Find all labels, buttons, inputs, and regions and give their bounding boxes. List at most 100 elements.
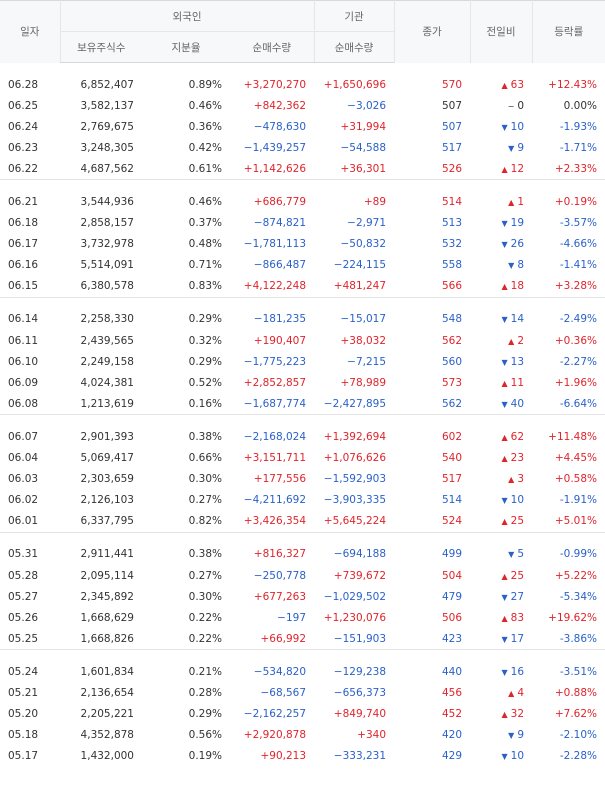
table-row: 06.08 1,213,619 0.16% −1,687,774 −2,427,895 5… bbox=[0, 393, 605, 415]
triangle-up-icon: ▲ bbox=[501, 80, 508, 90]
triangle-up-icon: ▲ bbox=[501, 432, 508, 442]
row-ratio: 0.30% bbox=[188, 590, 222, 603]
row-date: 06.01 bbox=[8, 515, 39, 528]
row-close: 532 bbox=[441, 238, 463, 251]
row-institution-net: −224,115 bbox=[333, 259, 387, 272]
row-rate: +5.22% bbox=[554, 569, 598, 582]
row-ratio: 0.48% bbox=[188, 238, 222, 251]
row-change-value: 3 bbox=[517, 473, 525, 486]
row-foreign-net: −1,687,774 bbox=[243, 397, 307, 410]
row-institution-net: −50,832 bbox=[340, 238, 387, 251]
row-ratio: 0.83% bbox=[188, 280, 222, 293]
row-ratio: 0.29% bbox=[188, 313, 222, 326]
row-rate: -4.66% bbox=[559, 238, 598, 251]
row-foreign-net: +190,407 bbox=[253, 334, 307, 347]
row-rate: -6.64% bbox=[559, 397, 598, 410]
row-date: 06.03 bbox=[8, 473, 39, 486]
row-foreign-net: −1,439,257 bbox=[243, 141, 307, 154]
row-rate: -2.28% bbox=[559, 750, 598, 763]
row-change: ▼ 17 bbox=[470, 628, 532, 650]
row-foreign-net: −874,821 bbox=[253, 217, 307, 230]
row-rate: -2.10% bbox=[559, 729, 598, 742]
row-rate: -1.91% bbox=[559, 494, 598, 507]
triangle-up-icon: ▲ bbox=[501, 378, 508, 388]
row-rate: -2.27% bbox=[559, 355, 598, 368]
row-close: 506 bbox=[441, 611, 463, 624]
row-change: ▲ 2 bbox=[470, 330, 532, 351]
row-foreign-net: −478,630 bbox=[253, 120, 307, 133]
row-foreign-net: −4,211,692 bbox=[243, 494, 307, 507]
table-row: 06.07 2,901,393 0.38% −2,168,024 +1,392,694 6… bbox=[0, 426, 605, 447]
row-date: 05.24 bbox=[8, 665, 39, 678]
row-rate: -1.71% bbox=[559, 141, 598, 154]
row-change-value: 25 bbox=[510, 515, 525, 528]
row-ratio: 0.27% bbox=[188, 569, 222, 582]
table-row: 06.04 5,069,417 0.66% +3,151,711 +1,076,626 5… bbox=[0, 448, 605, 469]
row-change-value: 32 bbox=[510, 708, 525, 721]
row-holdings: 2,249,158 bbox=[80, 355, 134, 368]
group-separator bbox=[0, 179, 605, 192]
triangle-down-icon: ▼ bbox=[508, 143, 515, 153]
row-date: 05.17 bbox=[8, 750, 39, 763]
row-foreign-net: +2,920,878 bbox=[243, 729, 307, 742]
row-change-value: 5 bbox=[517, 548, 525, 561]
row-change: ▲ 12 bbox=[470, 158, 532, 180]
row-close: 570 bbox=[441, 78, 463, 91]
row-change-value: 8 bbox=[517, 259, 525, 272]
row-change: ▼ 19 bbox=[470, 213, 532, 234]
triangle-up-icon: ▲ bbox=[501, 571, 508, 581]
triangle-down-icon: ▼ bbox=[501, 667, 508, 677]
row-foreign-net: +66,992 bbox=[260, 632, 307, 645]
row-change-value: 11 bbox=[510, 376, 525, 389]
row-close: 558 bbox=[441, 259, 463, 272]
row-foreign-net: −866,487 bbox=[253, 259, 307, 272]
row-change-value: 2 bbox=[517, 334, 525, 347]
row-ratio: 0.27% bbox=[188, 494, 222, 507]
table-row: 05.26 1,668,629 0.22% −197 +1,230,076 506 ▲ 83 +… bbox=[0, 607, 605, 628]
triangle-up-icon: ▲ bbox=[501, 613, 508, 623]
group-separator bbox=[0, 531, 605, 544]
row-date: 06.24 bbox=[8, 120, 39, 133]
table-row: 06.25 3,582,137 0.46% +842,362 −3,026 507 −0 0.… bbox=[0, 95, 605, 116]
row-rate: -1.93% bbox=[559, 120, 598, 133]
row-close: 440 bbox=[441, 665, 463, 678]
row-change: ▲ 1 bbox=[470, 191, 532, 212]
row-holdings: 2,345,892 bbox=[80, 590, 134, 603]
row-holdings: 1,213,619 bbox=[80, 397, 134, 410]
row-close: 513 bbox=[441, 217, 463, 230]
row-institution-net: −333,231 bbox=[333, 750, 387, 763]
triangle-down-icon: ▼ bbox=[501, 240, 508, 250]
row-ratio: 0.22% bbox=[188, 611, 222, 624]
triangle-down-icon: ▼ bbox=[501, 634, 508, 644]
row-rate: -3.51% bbox=[559, 665, 598, 678]
row-foreign-net: −1,781,113 bbox=[243, 238, 307, 251]
triangle-down-icon: ▼ bbox=[508, 550, 515, 560]
row-holdings: 6,380,578 bbox=[80, 280, 134, 293]
triangle-down-icon: ▼ bbox=[501, 357, 508, 367]
row-holdings: 2,901,393 bbox=[80, 430, 134, 443]
row-institution-net: +38,032 bbox=[340, 334, 387, 347]
row-change-value: 0 bbox=[517, 99, 525, 112]
row-holdings: 2,095,114 bbox=[80, 569, 134, 582]
row-date: 05.25 bbox=[8, 632, 39, 645]
row-holdings: 2,258,330 bbox=[80, 313, 134, 326]
row-holdings: 2,205,221 bbox=[80, 708, 134, 721]
row-holdings: 1,432,000 bbox=[80, 750, 134, 763]
row-change: ▼ 10 bbox=[470, 490, 532, 511]
row-date: 05.28 bbox=[8, 569, 39, 582]
row-institution-net: +1,230,076 bbox=[323, 611, 387, 624]
row-ratio: 0.46% bbox=[188, 196, 222, 209]
row-rate: +4.45% bbox=[554, 452, 598, 465]
header-institution-net: 순매수량 bbox=[313, 31, 395, 63]
table-row: 05.28 2,095,114 0.27% −250,778 +739,672 504 ▲ 2… bbox=[0, 565, 605, 586]
row-foreign-net: +90,213 bbox=[260, 750, 307, 763]
row-close: 504 bbox=[441, 569, 463, 582]
row-change: ▼ 27 bbox=[470, 586, 532, 607]
row-close: 548 bbox=[441, 313, 463, 326]
row-rate: +12.43% bbox=[548, 78, 598, 91]
row-institution-net: +5,645,224 bbox=[323, 515, 387, 528]
row-change: ▲ 32 bbox=[470, 704, 532, 725]
row-change: ▼ 8 bbox=[470, 255, 532, 276]
header-change: 전일비 bbox=[469, 0, 533, 63]
row-date: 05.31 bbox=[8, 548, 39, 561]
